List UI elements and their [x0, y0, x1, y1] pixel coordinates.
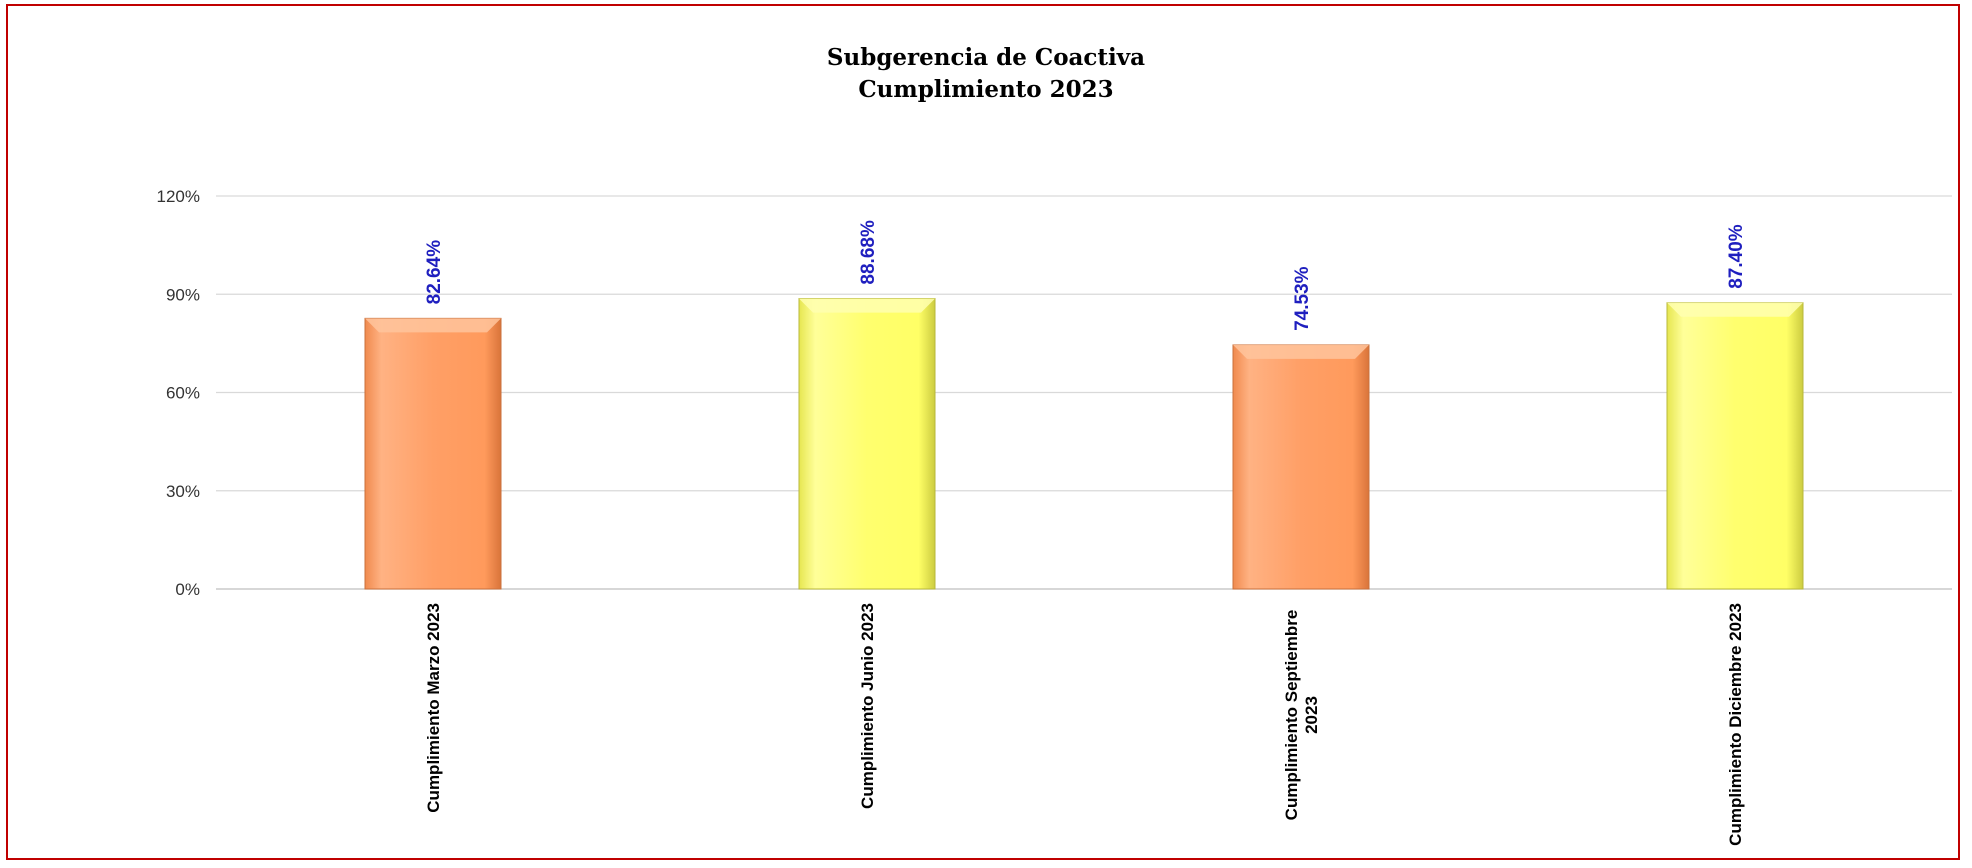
- x-category-line: Cumplimiento Junio 2023: [858, 603, 877, 809]
- bar: [364, 317, 502, 590]
- data-labels: 82.64% 88.68% 74.53% 87.40%: [424, 220, 1747, 331]
- bar: [1232, 344, 1370, 590]
- bar: [1666, 302, 1804, 590]
- bar-bevel: [1233, 344, 1369, 359]
- y-tick-label: 120%: [157, 187, 200, 206]
- bars: [364, 298, 1804, 590]
- data-label: 87.40%: [1726, 224, 1747, 289]
- chart-subtitle: Cumplimiento 2023: [858, 76, 1114, 103]
- y-tick-label: 0%: [175, 580, 200, 599]
- x-category-label: Cumplimiento Diciembre 2023: [1726, 603, 1745, 846]
- chart-frame: [6, 4, 1960, 860]
- bar-bevel: [1667, 302, 1803, 317]
- bar-bevel: [799, 298, 935, 313]
- x-axis-categories: Cumplimiento Marzo 2023 Cumplimiento Juni…: [424, 603, 1745, 846]
- x-category-line: Cumplimiento Diciembre 2023: [1726, 603, 1745, 846]
- x-category-line: 2023: [1302, 696, 1321, 734]
- bar: [798, 298, 936, 590]
- y-axis-ticks: 0% 30% 60% 90% 120%: [157, 187, 200, 599]
- x-category-line: Cumplimiento Septiembre: [1282, 610, 1301, 821]
- data-label: 88.68%: [858, 220, 879, 285]
- data-label: 82.64%: [424, 240, 445, 305]
- y-tick-label: 90%: [166, 285, 200, 304]
- y-tick-label: 30%: [166, 482, 200, 501]
- x-category-label: Cumplimiento Septiembre 2023: [1282, 610, 1321, 821]
- bar-bevel: [365, 318, 501, 333]
- x-category-label: Cumplimiento Marzo 2023: [424, 603, 443, 813]
- x-category-label: Cumplimiento Junio 2023: [858, 603, 877, 809]
- y-tick-label: 60%: [166, 384, 200, 403]
- x-category-line: Cumplimiento Marzo 2023: [424, 603, 443, 813]
- chart-title: Subgerencia de Coactiva: [826, 44, 1146, 71]
- data-label: 74.53%: [1292, 266, 1313, 331]
- gridlines: [216, 195, 1952, 590]
